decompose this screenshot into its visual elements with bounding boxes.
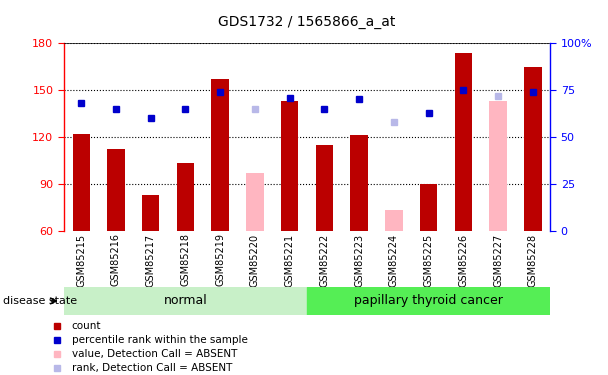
Text: GSM85225: GSM85225 bbox=[424, 233, 434, 286]
Text: GSM85223: GSM85223 bbox=[354, 233, 364, 286]
Text: GSM85221: GSM85221 bbox=[285, 233, 295, 286]
Text: GSM85220: GSM85220 bbox=[250, 233, 260, 286]
Bar bbox=[524, 67, 542, 231]
Text: GSM85219: GSM85219 bbox=[215, 233, 225, 286]
Bar bbox=[420, 184, 437, 231]
Text: normal: normal bbox=[164, 294, 207, 307]
Text: GSM85224: GSM85224 bbox=[389, 233, 399, 286]
Text: rank, Detection Call = ABSENT: rank, Detection Call = ABSENT bbox=[72, 363, 232, 373]
Bar bbox=[307, 287, 550, 315]
Bar bbox=[72, 134, 90, 231]
Bar bbox=[246, 173, 264, 231]
Text: GSM85226: GSM85226 bbox=[458, 233, 468, 286]
Text: value, Detection Call = ABSENT: value, Detection Call = ABSENT bbox=[72, 349, 237, 359]
Bar bbox=[281, 101, 299, 231]
Text: papillary thyroid cancer: papillary thyroid cancer bbox=[354, 294, 503, 307]
Bar bbox=[142, 195, 159, 231]
Text: percentile rank within the sample: percentile rank within the sample bbox=[72, 335, 247, 345]
Bar bbox=[212, 79, 229, 231]
Bar bbox=[350, 135, 368, 231]
Bar bbox=[107, 149, 125, 231]
Text: GDS1732 / 1565866_a_at: GDS1732 / 1565866_a_at bbox=[218, 15, 396, 29]
Text: GSM85215: GSM85215 bbox=[76, 233, 86, 286]
Bar bbox=[64, 287, 307, 315]
Bar bbox=[177, 164, 194, 231]
Bar bbox=[455, 53, 472, 231]
Text: GSM85216: GSM85216 bbox=[111, 233, 121, 286]
Text: GSM85228: GSM85228 bbox=[528, 233, 538, 286]
Text: GSM85227: GSM85227 bbox=[493, 233, 503, 286]
Bar bbox=[489, 101, 507, 231]
Text: count: count bbox=[72, 321, 101, 331]
Text: GSM85218: GSM85218 bbox=[181, 233, 190, 286]
Text: disease state: disease state bbox=[3, 296, 77, 306]
Text: GSM85217: GSM85217 bbox=[146, 233, 156, 286]
Bar bbox=[316, 145, 333, 231]
Text: GSM85222: GSM85222 bbox=[319, 233, 330, 286]
Bar bbox=[385, 210, 402, 231]
